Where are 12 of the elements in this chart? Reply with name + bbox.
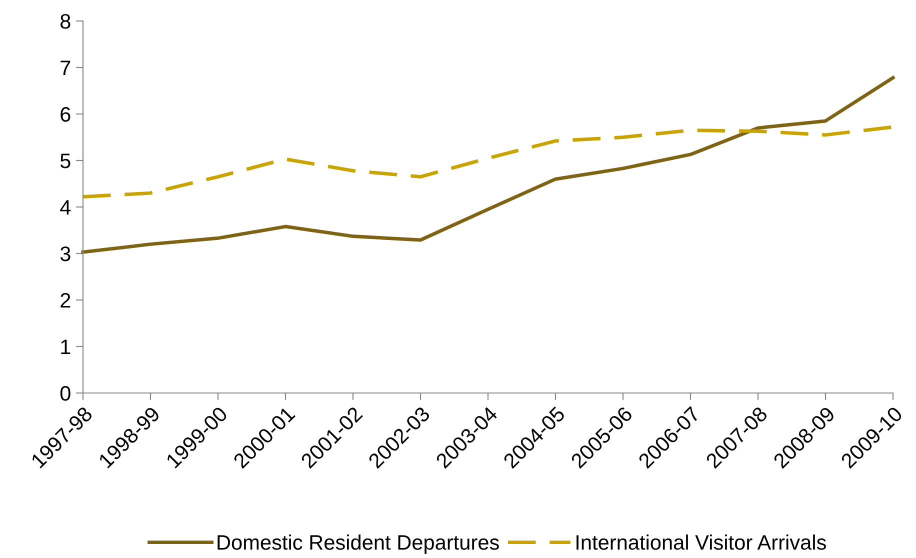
legend-label: Domestic Resident Departures (218, 534, 499, 554)
y-tick-label: 8 (60, 14, 70, 29)
line-series (81, 76, 895, 254)
y-tick-label: 0 (60, 386, 70, 401)
y-tick-label: 7 (60, 60, 70, 76)
y-tick-label: 4 (60, 200, 71, 215)
y-tick-label: 5 (60, 154, 70, 168)
y-tick-label: 6 (60, 107, 70, 122)
y-tick-label: 2 (60, 293, 70, 308)
y-tick-label: 1 (61, 340, 70, 354)
legend-label: International Visitor Arrivals (576, 534, 826, 550)
y-tick-label: 3 (60, 246, 70, 262)
